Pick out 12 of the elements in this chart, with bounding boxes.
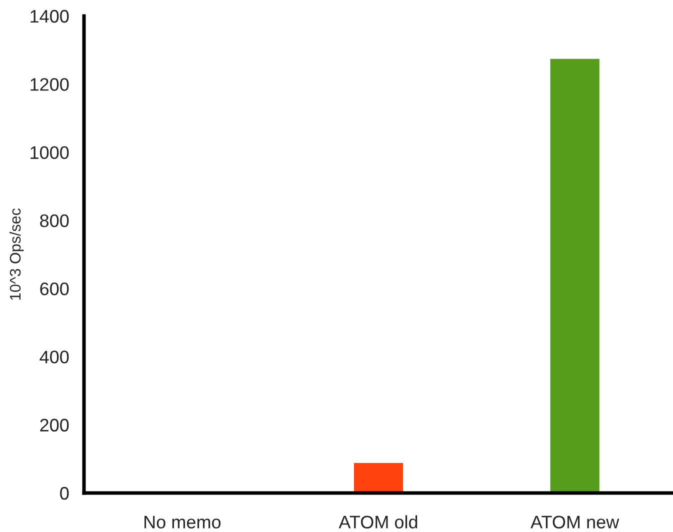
y-tick-label: 800 — [40, 214, 69, 228]
y-tick-label: 400 — [40, 350, 69, 364]
x-tick-label: ATOM old — [338, 515, 418, 528]
y-tick-label: 1400 — [30, 10, 69, 23]
x-tick-label: ATOM new — [530, 516, 620, 528]
x-tick-label: No memo — [144, 516, 221, 528]
y-tick-label: 1200 — [30, 78, 69, 91]
y-tick-label: 600 — [40, 282, 69, 296]
y-axis-title: 10^3 Ops/sec — [9, 208, 24, 300]
y-tick-label: 1000 — [30, 146, 69, 160]
y-tick-label: 0 — [60, 486, 69, 500]
y-tick-label: 200 — [40, 418, 69, 432]
